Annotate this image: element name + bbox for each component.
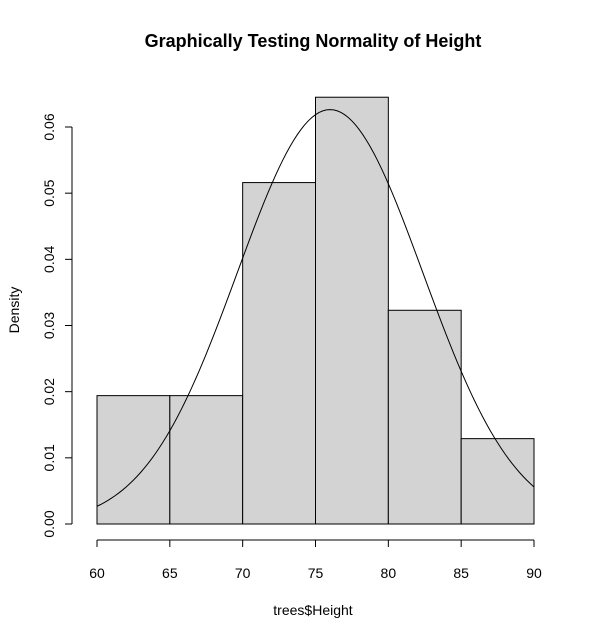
y-tick-label: 0.01 <box>41 444 57 471</box>
x-tick-label: 85 <box>453 565 469 581</box>
normal-density-curve <box>96 109 535 507</box>
y-tick-label: 0.00 <box>41 510 57 537</box>
histogram-bar <box>315 96 389 525</box>
x-tick-label: 70 <box>235 565 251 581</box>
x-axis-label: trees$Height <box>273 602 352 618</box>
y-tick-label: 0.05 <box>41 179 57 206</box>
axes: 60 65 70 75 80 85 90 0.00 0.01 0.02 0.03 0.04 0.05 0.… <box>41 113 542 581</box>
y-tick-label: 0.04 <box>41 245 57 272</box>
x-tick-label: 60 <box>89 565 105 581</box>
chart-title: Graphically Testing Normality of Height <box>145 31 482 51</box>
x-tick-label: 65 <box>162 565 178 581</box>
histogram-bar <box>242 182 317 525</box>
x-tick-label: 80 <box>381 565 397 581</box>
y-tick-label: 0.02 <box>41 378 57 405</box>
histogram-bar <box>460 438 535 525</box>
histogram-bars <box>96 96 535 525</box>
y-tick-label: 0.03 <box>41 312 57 339</box>
y-tick-label: 0.06 <box>41 113 57 140</box>
histogram-bar <box>169 395 244 525</box>
histogram-bar <box>96 395 171 525</box>
x-tick-label: 90 <box>526 565 542 581</box>
y-axis-label: Density <box>6 287 22 334</box>
histogram-bar <box>387 309 462 525</box>
x-tick-label: 75 <box>308 565 324 581</box>
